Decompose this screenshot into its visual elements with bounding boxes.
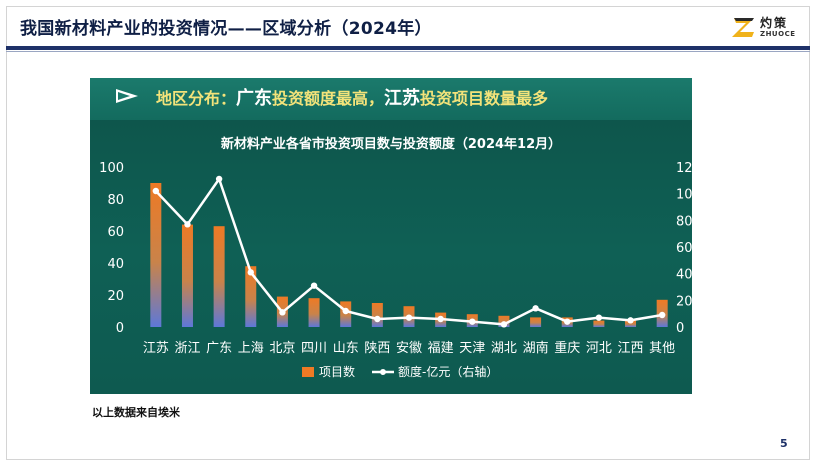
summary-banner: 地区分布：广东投资额度最高，江苏投资项目数量最多 (90, 78, 692, 120)
line-point-湖南 (532, 305, 539, 312)
banner-text: 地区分布：广东投资额度最高，江苏投资项目数量最多 (156, 84, 548, 110)
line-series-amount (154, 177, 663, 326)
slide-frame (6, 6, 810, 460)
x-tick-label: 安徽 (396, 341, 422, 356)
banner-part-5: 投资项目数量最多 (420, 89, 549, 108)
arrow-icon-inner (118, 92, 130, 100)
y-left-tick-label: 40 (107, 257, 124, 272)
bar-湖南 (530, 317, 542, 327)
company-logo: 灼策 ZHUOCE (730, 12, 798, 42)
source-note: 以上数据来自埃米 (92, 406, 180, 419)
line-point-广东 (215, 175, 223, 183)
y-right-tick-label: 100 (676, 188, 692, 203)
line-point-福建 (437, 315, 444, 323)
x-tick-label: 其他 (649, 341, 675, 356)
bar-浙江 (181, 224, 193, 327)
x-tick-label: 北京 (269, 341, 295, 356)
logo-text-cn: 灼策 (760, 16, 789, 30)
bar-陕西 (371, 303, 383, 327)
legend-label-bars: 项目数 (319, 364, 355, 379)
bar-江苏 (150, 183, 162, 327)
legend-swatch-line-marker (380, 369, 386, 375)
x-tick-label: 四川 (301, 341, 327, 356)
line-point-北京 (279, 309, 286, 316)
line-point-安徽 (405, 314, 413, 321)
x-tick-label: 江西 (618, 341, 644, 356)
bar-四川 (308, 298, 320, 327)
page-title: 我国新材料产业的投资情况——区域分析（2024年） (20, 19, 432, 39)
y-right-tick-label: 80 (676, 214, 692, 229)
y-left-tick-label: 100 (99, 161, 124, 176)
x-tick-label: 湖南 (523, 340, 549, 356)
legend-swatch-bars (302, 367, 314, 377)
x-tick-label: 河北 (586, 341, 612, 356)
x-tick-label: 广东 (206, 341, 232, 356)
x-tick-label: 湖北 (491, 341, 517, 356)
x-tick-label: 上海 (238, 341, 264, 356)
y-left-tick-label: 80 (107, 193, 124, 208)
title-underline-thin (6, 51, 810, 52)
line-point-其他 (658, 311, 666, 319)
line-point-重庆 (564, 318, 571, 325)
line-point-浙江 (184, 221, 191, 228)
chart-panel: 地区分布：广东投资额度最高，江苏投资项目数量最多 新材料产业各省市投资项目数与投… (90, 78, 692, 394)
x-tick-label: 重庆 (554, 340, 580, 356)
line-point-江苏 (152, 187, 160, 195)
y-right-tick-label: 0 (676, 321, 684, 336)
x-tick-label: 陕西 (364, 341, 390, 356)
line-point-天津 (469, 318, 476, 325)
line-point-四川 (310, 282, 318, 289)
bar-广东 (213, 226, 225, 327)
page-number: 5 (780, 437, 788, 450)
logo-text-en: ZHUOCE (760, 30, 796, 38)
line-point-陕西 (374, 315, 381, 323)
bar-江西 (625, 320, 637, 327)
y-right-tick-label: 120 (676, 161, 692, 176)
y-right-tick-label: 60 (676, 241, 692, 256)
zhuoce-logo-icon (732, 18, 754, 37)
line-point-上海 (247, 269, 254, 276)
line-point-江西 (627, 317, 634, 324)
x-tick-label: 福建 (428, 341, 454, 356)
x-tick-label: 山东 (333, 341, 359, 356)
banner-highlight-guangdong: 广东 (236, 88, 273, 109)
y-left-tick-label: 20 (107, 289, 124, 304)
banner-part-3: 投资额度最高， (272, 89, 385, 108)
bar-河北 (593, 320, 605, 327)
bar-line-chart: 0 20 40 60 80 100 0 20 40 60 80 100 120 江苏浙江广东上海北京四川山… (99, 161, 692, 379)
bar-上海 (245, 266, 257, 327)
y-left-tick-label: 0 (116, 321, 124, 336)
line-point-湖北 (500, 321, 508, 328)
bar-山东 (340, 301, 352, 327)
x-tick-label: 天津 (459, 341, 485, 356)
chart-title: 新材料产业各省市投资项目数与投资额度（2024年12月） (220, 137, 562, 152)
banner-part-1: 地区分布： (156, 89, 237, 108)
legend-label-line: 额度-亿元（右轴） (398, 364, 498, 379)
title-underline (6, 46, 810, 50)
x-tick-label: 浙江 (174, 341, 200, 356)
banner-highlight-jiangsu: 江苏 (384, 88, 421, 109)
line-point-山东 (342, 307, 349, 315)
y-right-tick-label: 20 (676, 294, 692, 309)
line-point-河北 (595, 314, 603, 321)
y-left-tick-label: 60 (107, 225, 124, 240)
y-right-tick-label: 40 (676, 268, 692, 283)
x-tick-label: 江苏 (143, 340, 169, 356)
